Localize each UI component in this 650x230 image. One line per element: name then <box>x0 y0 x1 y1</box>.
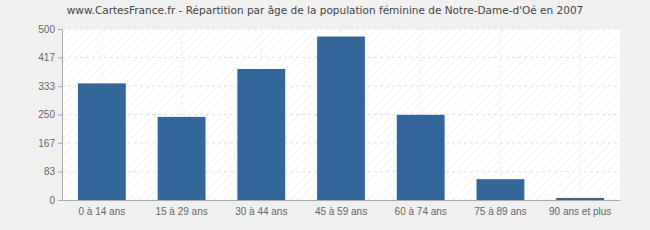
y-tick-mark <box>58 57 62 58</box>
bar <box>317 37 365 200</box>
y-tick: 417 <box>38 52 62 63</box>
chart-container: 0 83 167 250 333 417 500 0 à 14 ans 15 à 29 ans 3… <box>0 0 650 230</box>
x-tick: 75 à 89 ans <box>474 206 526 217</box>
bars <box>78 37 604 200</box>
y-tick-mark <box>58 143 62 144</box>
y-tick-mark <box>58 29 62 30</box>
x-tick-label: 60 à 74 ans <box>395 206 447 217</box>
x-tick: 30 à 44 ans <box>235 206 287 217</box>
x-tick: 90 ans et plus <box>549 206 611 217</box>
grid <box>62 29 620 200</box>
bar <box>477 179 525 200</box>
y-axis-line <box>62 30 63 201</box>
x-tick-label: 0 à 14 ans <box>78 206 125 217</box>
y-tick: 167 <box>38 138 62 149</box>
y-tick-label: 83 <box>44 166 56 177</box>
y-tick-label: 0 <box>49 195 55 206</box>
x-tick-label: 15 à 29 ans <box>155 206 207 217</box>
y-tick-label: 333 <box>38 81 55 92</box>
x-tick: 0 à 14 ans <box>78 206 125 217</box>
bar <box>397 115 445 200</box>
y-tick: 500 <box>38 24 62 35</box>
x-tick: 45 à 59 ans <box>315 206 367 217</box>
y-tick-label: 250 <box>38 109 55 120</box>
y-tick-mark <box>58 115 62 116</box>
grid-vertical <box>102 29 580 200</box>
background <box>0 0 650 230</box>
y-tick-label: 500 <box>38 24 55 35</box>
grid-line-vertical <box>580 29 581 200</box>
x-tick: 15 à 29 ans <box>155 206 207 217</box>
y-tick: 333 <box>38 81 62 92</box>
x-tick-label: 90 ans et plus <box>549 206 611 217</box>
y-tick-mark <box>58 200 62 201</box>
y-tick: 250 <box>38 109 62 120</box>
title: www.CartesFrance.fr - Répartition par âg… <box>67 4 584 16</box>
y-tick: 0 <box>49 195 62 206</box>
grid-line-vertical <box>500 29 501 200</box>
x-axis-line <box>63 200 621 201</box>
y-tick: 83 <box>44 166 62 177</box>
x-tick-label: 45 à 59 ans <box>315 206 367 217</box>
y-axis: 0 83 167 250 333 417 500 <box>38 24 62 206</box>
bar <box>237 69 285 200</box>
y-tick-label: 417 <box>38 52 55 63</box>
x-tick-label: 30 à 44 ans <box>235 206 287 217</box>
bar <box>158 117 206 200</box>
x-axis: 0 à 14 ans 15 à 29 ans 30 à 44 ans 45 à 59 … <box>63 201 621 218</box>
y-tick-mark <box>58 86 62 87</box>
bar <box>78 83 126 200</box>
y-tick-label: 167 <box>38 138 55 149</box>
plot: 0 83 167 250 333 417 500 0 à 14 ans 15 à 29 ans 3… <box>38 24 620 217</box>
x-tick-label: 75 à 89 ans <box>474 206 526 217</box>
bar <box>556 198 604 200</box>
y-tick-mark <box>58 172 62 173</box>
chart-svg: 0 83 167 250 333 417 500 0 à 14 ans 15 à 29 ans 3… <box>0 0 650 230</box>
x-tick: 60 à 74 ans <box>395 206 447 217</box>
plot-area <box>62 29 620 200</box>
